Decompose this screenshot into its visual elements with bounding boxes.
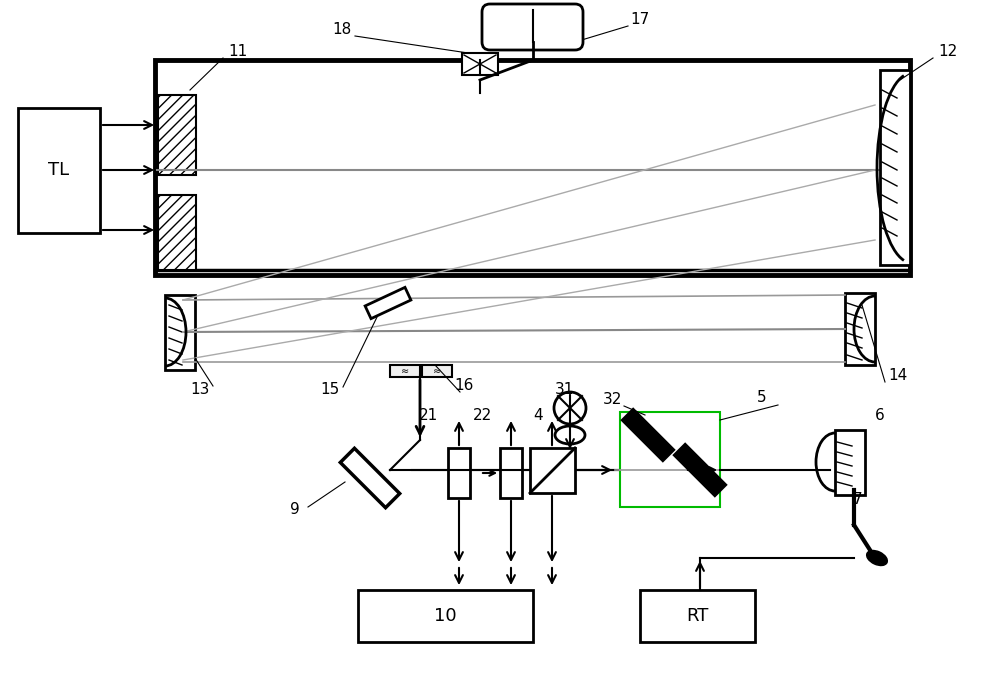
Bar xyxy=(390,365,420,377)
Text: 22: 22 xyxy=(472,407,492,422)
Bar xyxy=(620,412,720,507)
Text: 21: 21 xyxy=(418,407,438,422)
Text: RT: RT xyxy=(686,607,708,625)
Bar xyxy=(448,448,470,498)
Bar xyxy=(845,293,875,365)
Text: ≈: ≈ xyxy=(433,366,441,376)
Text: 10: 10 xyxy=(434,607,456,625)
Text: 4: 4 xyxy=(533,407,543,422)
FancyBboxPatch shape xyxy=(482,4,583,50)
Bar xyxy=(358,590,533,642)
Bar xyxy=(158,95,196,175)
Text: 9: 9 xyxy=(290,503,300,517)
Ellipse shape xyxy=(867,551,887,566)
Circle shape xyxy=(554,392,586,424)
Bar xyxy=(18,108,100,233)
Text: 32: 32 xyxy=(602,392,622,407)
Text: 13: 13 xyxy=(190,382,210,398)
Polygon shape xyxy=(623,410,673,460)
Polygon shape xyxy=(675,445,725,495)
Text: 12: 12 xyxy=(938,44,958,60)
Ellipse shape xyxy=(555,426,585,444)
Text: 31: 31 xyxy=(555,382,575,398)
Polygon shape xyxy=(340,448,400,508)
Text: ≈: ≈ xyxy=(401,366,409,376)
Polygon shape xyxy=(365,288,411,319)
Bar xyxy=(835,430,865,495)
Text: 15: 15 xyxy=(320,382,340,398)
Text: 11: 11 xyxy=(228,44,248,60)
Bar xyxy=(462,53,498,75)
Bar xyxy=(500,448,522,498)
Bar xyxy=(880,70,910,265)
Bar xyxy=(422,365,452,377)
Text: TL: TL xyxy=(48,161,70,179)
Text: 14: 14 xyxy=(888,367,908,382)
Text: 18: 18 xyxy=(332,22,352,37)
Bar xyxy=(155,60,910,275)
Text: 17: 17 xyxy=(630,12,650,27)
Bar xyxy=(640,590,755,642)
Text: 6: 6 xyxy=(875,407,885,422)
Bar xyxy=(165,295,195,370)
Bar xyxy=(530,448,575,493)
Text: 7: 7 xyxy=(853,492,863,507)
Text: 5: 5 xyxy=(757,390,767,405)
Text: 16: 16 xyxy=(454,377,474,392)
Bar xyxy=(158,195,196,270)
